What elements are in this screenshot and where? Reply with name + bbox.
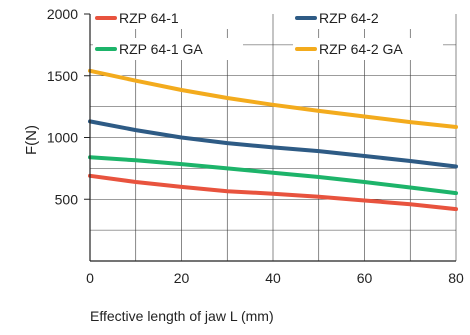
x-tick-label: 80	[448, 270, 464, 286]
y-tick-label: 500	[55, 191, 79, 207]
legend-label-3: RZP 64-1 GA	[119, 41, 203, 57]
x-axis-label: Effective length of jaw L (mm)	[90, 308, 274, 324]
series-line-1	[88, 173, 458, 212]
x-tick-label: 60	[357, 270, 373, 286]
x-tick-label: 40	[265, 270, 281, 286]
y-tick-label: 2000	[47, 6, 78, 22]
series-line-2	[88, 119, 458, 169]
series-lines	[88, 68, 458, 212]
legend-bg-1	[93, 7, 243, 29]
y-tick-label: 1500	[47, 68, 78, 84]
series-line-3	[88, 155, 458, 196]
legend-label-2: RZP 64-2	[319, 10, 379, 26]
legend: RZP 64-1 RZP 64-2 RZP 64-1 GA RZP 64-2 GA	[93, 7, 443, 60]
series-line-4	[88, 68, 458, 129]
legend-label-1: RZP 64-1	[119, 10, 179, 26]
legend-bg-4	[293, 38, 443, 60]
y-tick-label: 1000	[47, 130, 78, 146]
x-tick-label: 20	[174, 270, 190, 286]
legend-bg-2	[293, 7, 443, 29]
legend-bg-3	[93, 38, 243, 60]
y-axis-label: F(N)	[23, 125, 40, 155]
axes: 500 1000 1500 2000 0 20 40 60 80	[47, 6, 464, 286]
x-tick-label: 0	[86, 270, 94, 286]
legend-label-4: RZP 64-2 GA	[319, 41, 403, 57]
